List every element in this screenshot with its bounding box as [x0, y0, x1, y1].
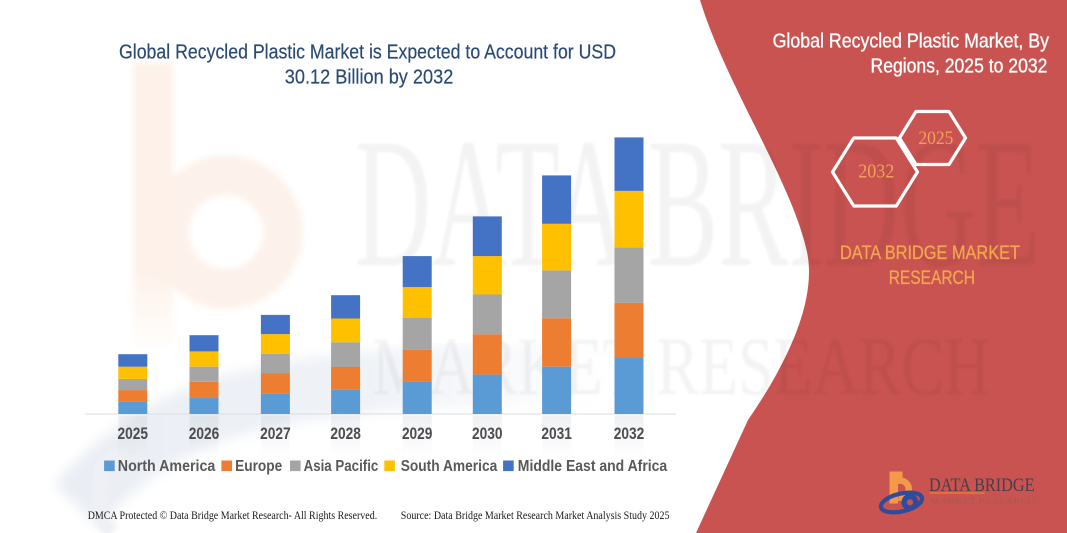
svg-text:DATA BRIDGE MARKET: DATA BRIDGE MARKET	[840, 243, 1020, 264]
svg-text:Source: Data Bridge Market Res: Source: Data Bridge Market Research Mark…	[401, 510, 670, 522]
svg-text:2032: 2032	[858, 161, 894, 183]
svg-text:DATA BRIDGE: DATA BRIDGE	[929, 475, 1035, 496]
svg-text:2031: 2031	[541, 425, 572, 443]
svg-text:2030: 2030	[472, 425, 503, 443]
svg-text:North America: North America	[118, 458, 216, 475]
svg-text:2027: 2027	[260, 425, 291, 443]
svg-text:MARKET RESEARCH: MARKET RESEARCH	[930, 496, 1036, 505]
svg-text:2028: 2028	[330, 425, 361, 443]
svg-text:Global Recycled Plastic Market: Global Recycled Plastic Market, By	[773, 31, 1049, 53]
svg-text:30.12 Billion by 2032: 30.12 Billion by 2032	[285, 67, 454, 89]
svg-text:Middle East and Africa: Middle East and Africa	[518, 458, 668, 475]
svg-text:RESEARCH: RESEARCH	[889, 268, 975, 289]
svg-text:2032: 2032	[614, 425, 645, 443]
svg-text:2025: 2025	[918, 128, 953, 149]
svg-text:Asia Pacific: Asia Pacific	[304, 458, 379, 475]
svg-text:DMCA Protected © Data Bridge M: DMCA Protected © Data Bridge Market Rese…	[88, 510, 378, 522]
svg-text:2029: 2029	[402, 425, 433, 443]
svg-text:2025: 2025	[118, 425, 149, 443]
svg-text:Europe: Europe	[235, 458, 283, 475]
svg-text:Regions, 2025 to 2032: Regions, 2025 to 2032	[871, 56, 1048, 78]
svg-text:Global Recycled Plastic Market: Global Recycled Plastic Market is Expect…	[119, 42, 616, 64]
svg-text:South America: South America	[401, 458, 498, 475]
svg-text:2026: 2026	[189, 425, 220, 443]
